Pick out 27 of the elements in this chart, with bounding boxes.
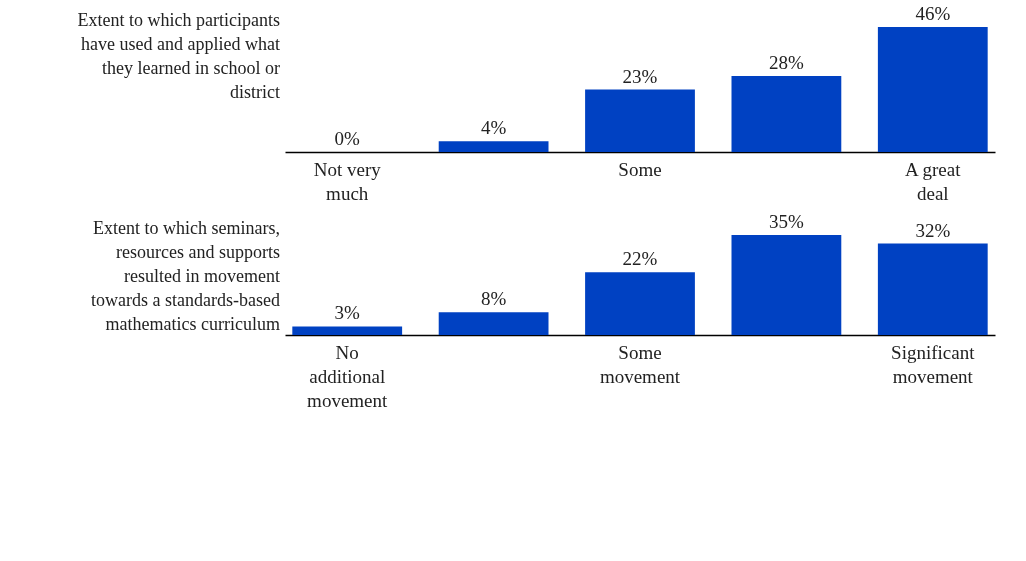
data-label: 0% <box>334 128 361 149</box>
x-tick-label: Some movement <box>599 341 681 387</box>
data-label: 22% <box>622 248 658 270</box>
bar <box>585 89 695 152</box>
bar <box>731 75 842 152</box>
bar <box>731 235 842 335</box>
bar <box>585 272 695 335</box>
data-label: 4% <box>480 117 507 139</box>
bar <box>877 243 988 335</box>
data-label: 35% <box>768 211 804 232</box>
x-tick-label: Significant movement <box>891 341 976 387</box>
text: Extent to which seminars, resources and supports resulted in movement towards a standards-based mathematics curriculum <box>90 217 280 336</box>
x-tick-label: A great deal <box>905 158 962 204</box>
data-label: 3% <box>334 302 361 324</box>
bar <box>292 326 403 335</box>
x-tick-label: Not very much <box>313 158 382 204</box>
bar <box>438 312 549 335</box>
bar <box>877 27 988 152</box>
bar <box>438 141 549 152</box>
data-label: 23% <box>622 65 658 87</box>
x-tick-label: Some <box>618 158 662 180</box>
data-label: 8% <box>480 288 507 310</box>
x-tick-label: No additional movement <box>307 341 389 411</box>
data-label: 46% <box>915 3 951 24</box>
data-label: 32% <box>915 219 951 241</box>
data-label: 28% <box>768 51 804 73</box>
text: Extent to which participants have used and applied what they learned in school or district <box>76 9 280 104</box>
